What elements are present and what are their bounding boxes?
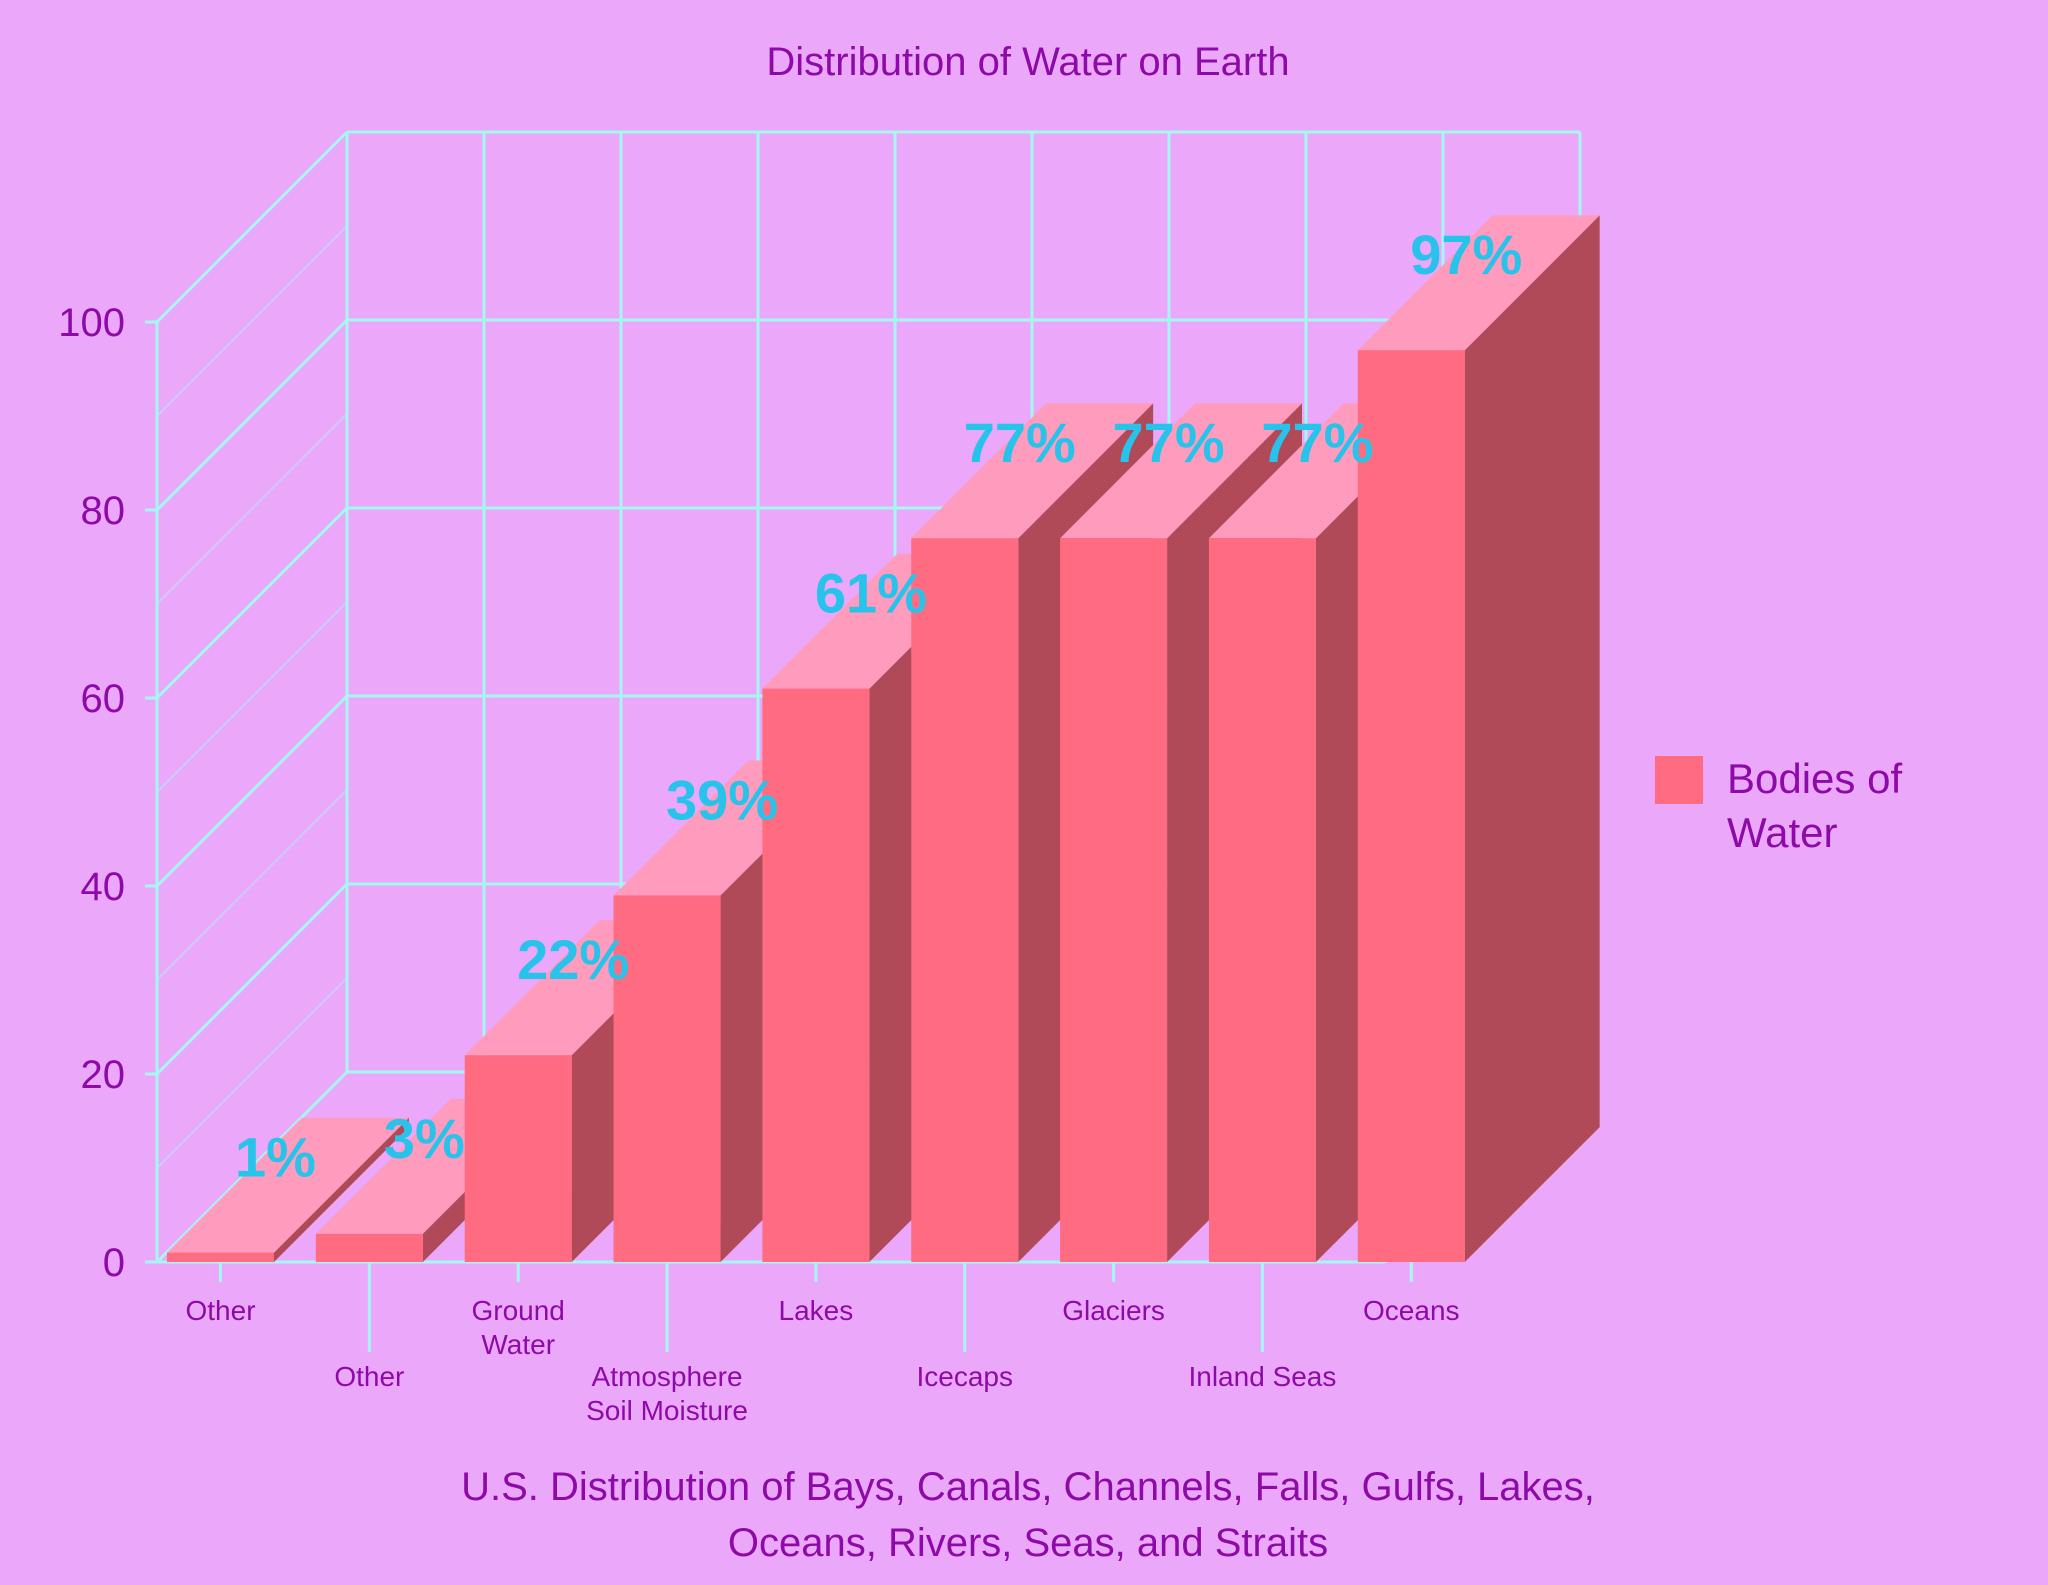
- x-tick-label: Other: [334, 1361, 404, 1392]
- bar-top-face: [167, 1117, 409, 1253]
- grid-line-minor: [156, 789, 348, 981]
- y-tick-label: 60: [81, 677, 126, 721]
- y-tick-label: 40: [81, 865, 126, 909]
- bar: [1357, 215, 1600, 1262]
- y-tick-label: 20: [81, 1053, 126, 1097]
- bar-top-face: [1060, 403, 1302, 539]
- data-label: 3%: [384, 1107, 465, 1170]
- x-tick-label: Oceans: [1363, 1295, 1460, 1326]
- bar: [167, 1117, 409, 1262]
- data-label: 77%: [964, 411, 1076, 474]
- bar-front-face: [762, 688, 870, 1262]
- bar-top-face: [911, 403, 1154, 539]
- legend: Bodies of Water: [1655, 755, 1902, 856]
- grid-line-diagonal: [155, 882, 349, 1076]
- data-label: 61%: [815, 562, 927, 625]
- x-tick-label: Other: [185, 1295, 255, 1326]
- x-tick-label: Ground: [471, 1295, 564, 1326]
- bar-front-face: [1060, 538, 1168, 1262]
- grid-line-minor: [156, 413, 348, 605]
- grid-line-minor: [156, 977, 348, 1169]
- legend-label: Water: [1727, 809, 1837, 856]
- bar-side-face: [274, 1117, 409, 1262]
- grid-line-diagonal: [155, 130, 349, 324]
- x-tick-label: Atmosphere: [592, 1361, 743, 1392]
- data-label: 77%: [1113, 411, 1225, 474]
- bar-top-face: [1357, 215, 1600, 351]
- data-label: 39%: [666, 768, 778, 831]
- grid-line-diagonal: [155, 506, 349, 700]
- bar-side-face: [1464, 215, 1600, 1262]
- grid-line-diagonal: [155, 1070, 349, 1264]
- legend-swatch: [1655, 756, 1703, 804]
- x-tick-label: Soil Moisture: [586, 1395, 748, 1426]
- bar-front-face: [464, 1055, 572, 1262]
- y-axis: 0 20 40 60 80 100: [58, 301, 157, 1285]
- data-labels-layer: 1% 3% 22% 39% 61% 77% 77% 77% 97%: [235, 223, 1522, 1188]
- y-tick-label: 80: [81, 489, 126, 533]
- bar-front-face: [167, 1252, 274, 1262]
- bar-front-face: [1208, 538, 1316, 1262]
- grid-line-diagonal: [155, 694, 349, 888]
- x-axis-title-line: U.S. Distribution of Bays, Canals, Chann…: [461, 1465, 1595, 1509]
- x-axis-title: U.S. Distribution of Bays, Canals, Chann…: [461, 1465, 1595, 1565]
- data-label: 22%: [517, 928, 629, 991]
- bar-front-face: [911, 538, 1019, 1262]
- bar-front-face: [613, 895, 721, 1262]
- data-label: 1%: [235, 1126, 316, 1189]
- data-label: 77%: [1261, 411, 1373, 474]
- chart-title: Distribution of Water on Earth: [766, 40, 1289, 84]
- legend-label: Bodies of: [1727, 755, 1902, 802]
- x-tick-label: Icecaps: [916, 1361, 1013, 1392]
- x-tick-label: Lakes: [779, 1295, 854, 1326]
- x-tick-label: Glaciers: [1062, 1295, 1165, 1326]
- x-tick-label: Inland Seas: [1188, 1361, 1336, 1392]
- y-tick-label: 100: [58, 301, 125, 345]
- bars-layer: [167, 215, 1600, 1262]
- x-axis-title-line: Oceans, Rivers, Seas, and Straits: [728, 1521, 1328, 1565]
- data-label: 97%: [1410, 223, 1522, 286]
- x-tick-label: Water: [481, 1329, 555, 1360]
- bar-front-face: [315, 1233, 423, 1262]
- bar-front-face: [1357, 350, 1465, 1262]
- grid-line-minor: [156, 225, 348, 417]
- y-tick-label: 0: [103, 1241, 125, 1285]
- grid-line-diagonal: [155, 318, 349, 512]
- grid-line-minor: [156, 601, 348, 793]
